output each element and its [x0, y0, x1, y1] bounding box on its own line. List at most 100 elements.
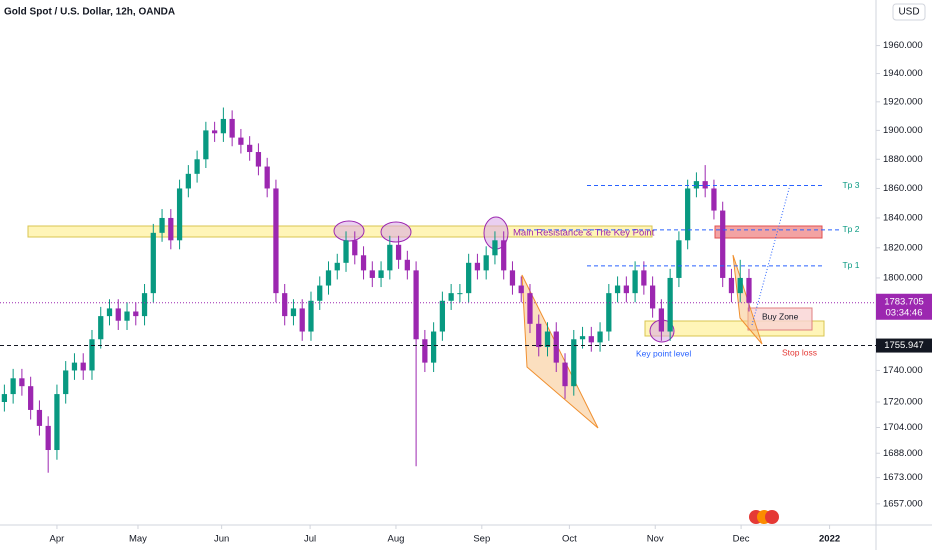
countdown-label: 03:34:46 — [886, 307, 923, 318]
last-price-label: 1783.705 — [884, 296, 924, 307]
candle-body — [133, 311, 139, 317]
candle-body — [746, 277, 752, 303]
candle-body — [264, 166, 270, 189]
candle-body — [649, 285, 656, 309]
target-label: Tp 1 — [842, 260, 859, 270]
candle-body — [63, 370, 69, 395]
candle-body — [378, 270, 384, 278]
candle-body — [395, 244, 402, 260]
y-tick-label: 1900.000 — [883, 125, 923, 136]
candle-body — [115, 308, 121, 321]
candle-body — [676, 240, 682, 278]
y-tick-label: 1940.000 — [883, 68, 923, 79]
candle-body — [641, 270, 647, 286]
candle-body — [571, 339, 577, 387]
currency[interactable]: USD — [898, 7, 919, 18]
candle-body — [728, 277, 735, 294]
candle-body — [457, 293, 463, 295]
candle-body — [308, 300, 314, 332]
target-zone — [714, 225, 823, 239]
logo — [749, 510, 779, 524]
y-tick-label: 1880.000 — [883, 154, 923, 165]
candle-body — [509, 270, 516, 286]
candle-body — [501, 240, 507, 271]
candle-body — [1, 394, 8, 402]
candle-body — [106, 308, 113, 317]
candles — [1, 107, 752, 473]
buy-zone-label: Buy Zone — [762, 311, 799, 321]
candle-body — [124, 311, 130, 321]
touch-marker — [333, 220, 365, 242]
y-tick-label: 1688.000 — [883, 448, 923, 459]
y-tick-label: 1820.000 — [883, 242, 923, 253]
candle-body — [194, 159, 200, 174]
candle-body — [150, 232, 156, 294]
candle-body — [658, 308, 665, 332]
candle-body — [282, 293, 288, 317]
candle-body — [439, 300, 446, 332]
chart-title: Gold Spot / U.S. Dollar, 12h, OANDA — [4, 7, 175, 18]
candle-body — [606, 293, 612, 332]
key-level-label: 1755.947 — [884, 340, 924, 351]
wedge-pattern — [521, 274, 599, 429]
target-label: Tp 2 — [842, 224, 859, 234]
x-tick-label: 2022 — [819, 534, 840, 545]
candle-body — [247, 144, 253, 153]
y-tick-label: 1840.000 — [883, 212, 923, 223]
candle-body — [632, 270, 638, 294]
y-tick-label: 1920.000 — [883, 96, 923, 107]
projection-line — [751, 184, 791, 326]
candle-body — [474, 262, 481, 271]
candle-body — [168, 217, 174, 241]
candle-body — [54, 394, 60, 451]
candle-body — [448, 293, 454, 301]
candle-body — [422, 339, 428, 363]
candle-body — [711, 188, 717, 211]
candle-body — [343, 240, 349, 263]
y-tick-label: 1704.000 — [883, 422, 923, 433]
candle-body — [544, 331, 551, 348]
candle-body — [430, 331, 437, 363]
candle-body — [527, 293, 533, 324]
key-level-box — [876, 338, 932, 353]
x-tick-label: Sep — [473, 534, 490, 545]
y-tick-label: 1673.000 — [883, 472, 923, 483]
touch-marker — [380, 221, 412, 243]
candle-body — [10, 378, 16, 395]
x-tick-label: Oct — [562, 534, 577, 545]
x-tick-label: May — [129, 534, 147, 545]
resistance-label: Main Resistance & The Key Point — [513, 228, 655, 239]
x-tick-label: Apr — [50, 534, 65, 545]
candle-body — [159, 217, 165, 233]
candle-body — [404, 259, 410, 271]
candle-body — [667, 277, 673, 332]
x-tick-label: Nov — [647, 534, 664, 545]
x-tick-label: Jun — [214, 534, 229, 545]
candle-body — [299, 308, 305, 332]
y-tick-label: 1960.000 — [883, 40, 923, 51]
candle-body — [562, 362, 568, 387]
candle-body — [19, 378, 25, 387]
candle-body — [623, 285, 629, 294]
candle-body — [334, 262, 340, 271]
candle-body — [255, 152, 262, 167]
candle-body — [185, 173, 191, 189]
candle-body — [466, 262, 472, 294]
candle-body — [518, 285, 524, 294]
candle-body — [360, 255, 367, 271]
key-point-label: Key point level — [636, 348, 691, 358]
candle-body — [80, 362, 86, 371]
candle-body — [352, 240, 358, 256]
currency-box[interactable] — [892, 3, 926, 21]
candle-body — [614, 285, 621, 294]
y-tick-label: 1720.000 — [883, 397, 923, 408]
candle-body — [693, 181, 700, 189]
candle-body — [141, 293, 148, 317]
candle-body — [89, 339, 95, 371]
candle-body — [553, 331, 559, 363]
candle-body — [317, 285, 323, 301]
candle-body — [176, 188, 183, 241]
candle-body — [387, 244, 393, 271]
